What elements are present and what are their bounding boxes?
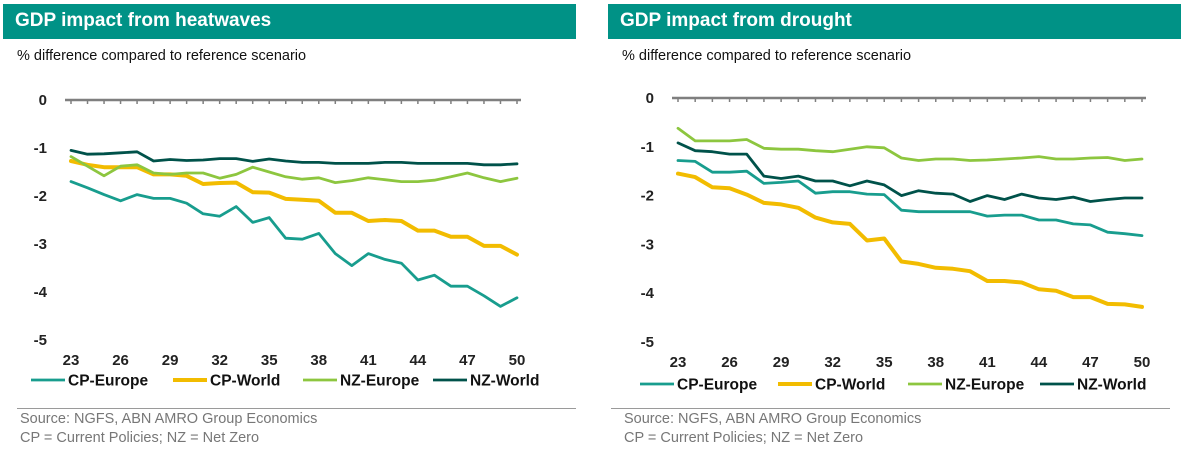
x-tick-label: 23	[670, 354, 687, 371]
x-tick-label: 35	[876, 354, 893, 371]
series-line-cp-world	[676, 171, 1144, 309]
y-tick-label: -3	[641, 236, 654, 253]
x-tick-label: 41	[979, 354, 996, 371]
y-tick-label: -2	[34, 188, 47, 205]
x-tick-label: 44	[1031, 354, 1048, 371]
x-tick-label: 26	[112, 352, 129, 369]
legend-label: CP-World	[210, 373, 280, 390]
abbreviation-note: CP = Current Policies; NZ = Net Zero	[20, 430, 260, 446]
y-tick-label: -1	[641, 139, 654, 156]
legend-label: CP-Europe	[677, 377, 757, 394]
series-line-cp-europe	[69, 180, 519, 308]
legend-label: NZ-Europe	[945, 377, 1025, 394]
series-line-nz-world	[69, 148, 519, 167]
y-tick-label: -5	[34, 332, 47, 349]
chart-subtitle: % difference compared to reference scena…	[622, 48, 912, 64]
title-bar: GDP impact from drought	[608, 4, 1181, 39]
footer-divider	[611, 408, 1170, 409]
x-tick-label: 38	[310, 352, 327, 369]
footer-divider	[17, 408, 576, 409]
series-line-nz-europe	[676, 126, 1144, 162]
x-tick-label: 41	[360, 352, 377, 369]
x-tick-label: 29	[162, 352, 179, 369]
legend-label: CP-World	[815, 377, 885, 394]
x-tick-label: 29	[773, 354, 790, 371]
x-tick-label: 47	[459, 352, 476, 369]
heatwaves-line-chart: 0 -1 -2 -3 -4 -5 23 26 29 32 35 38 41 44 47 50 CP-Europe…	[31, 92, 539, 390]
x-tick-label: 26	[721, 354, 738, 371]
chart-title: GDP impact from heatwaves	[15, 10, 272, 31]
legend-label: NZ-Europe	[340, 373, 420, 390]
drought-line-chart: 0 -1 -2 -3 -4 -5 23 26 29 32 35 38 41 44 47 50 CP-Europe…	[640, 90, 1151, 394]
title-bar: GDP impact from heatwaves	[3, 4, 576, 39]
drought-panel: GDP impact from drought % difference com…	[608, 4, 1181, 448]
x-tick-label: 23	[63, 352, 80, 369]
series-line-cp-world	[69, 159, 519, 257]
y-tick-label: -1	[34, 140, 47, 157]
y-tick-label: -5	[641, 334, 654, 351]
x-tick-label: 32	[211, 352, 228, 369]
legend-label: NZ-World	[1077, 377, 1146, 394]
y-tick-label: -4	[34, 284, 48, 301]
chart-title: GDP impact from drought	[620, 10, 852, 31]
y-tick-label: 0	[39, 92, 47, 109]
y-tick-label: -2	[641, 188, 654, 205]
x-tick-label: 47	[1082, 354, 1099, 371]
source-note: Source: NGFS, ABN AMRO Group Economics	[20, 411, 318, 427]
x-tick-label: 50	[509, 352, 526, 369]
chart-subtitle: % difference compared to reference scena…	[17, 48, 307, 64]
x-tick-label: 38	[927, 354, 944, 371]
y-tick-label: -4	[641, 285, 655, 302]
heatwaves-panel: GDP impact from heatwaves % difference c…	[3, 4, 576, 448]
legend-label: NZ-World	[470, 373, 539, 390]
y-tick-label: -3	[34, 236, 47, 253]
x-tick-label: 50	[1134, 354, 1151, 371]
x-tick-label: 32	[824, 354, 841, 371]
series-line-cp-europe	[676, 159, 1144, 238]
legend-label: CP-Europe	[68, 373, 148, 390]
source-note: Source: NGFS, ABN AMRO Group Economics	[624, 411, 922, 427]
series-line-nz-europe	[69, 155, 519, 185]
x-tick-label: 35	[261, 352, 278, 369]
series-line-nz-world	[676, 141, 1144, 203]
x-tick-label: 44	[410, 352, 427, 369]
y-tick-label: 0	[646, 90, 654, 107]
abbreviation-note: CP = Current Policies; NZ = Net Zero	[624, 430, 864, 446]
